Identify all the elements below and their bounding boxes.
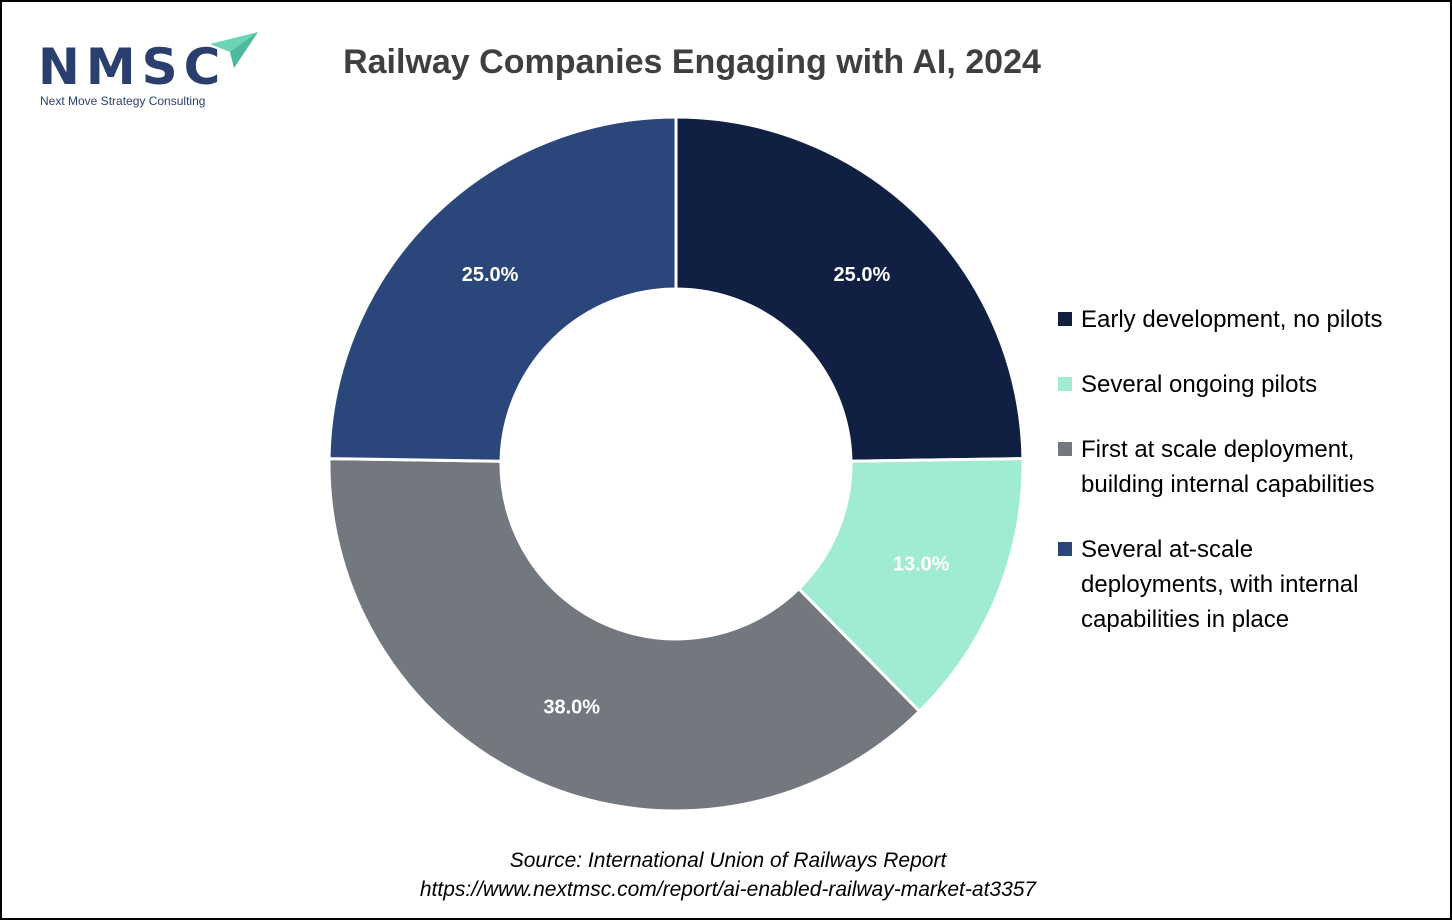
- slice-data-label-2: 13.0%: [893, 553, 950, 575]
- slice-data-label-4: 25.0%: [462, 264, 519, 286]
- legend-label: First at scale deployment, building inter…: [1081, 436, 1375, 498]
- donut-slice-1: [674, 115, 1025, 463]
- logo-tagline: Next Move Strategy Consulting: [40, 94, 206, 108]
- legend-swatch: [1058, 377, 1072, 391]
- legend-label: Early development, no pilots: [1081, 306, 1383, 333]
- legend-item-4: Several at-scale deployments, with intern…: [1058, 532, 1442, 637]
- source-citation: Source: International Union of Railways …: [509, 849, 947, 872]
- legend-swatch: [1058, 312, 1072, 326]
- donut-slice-2: [796, 457, 1025, 714]
- logo-wordmark: NMSC: [38, 38, 227, 96]
- chart-legend: Early development, no pilots Several ongo…: [1058, 302, 1442, 667]
- slice-data-label-3: 38.0%: [543, 697, 600, 719]
- legend-item-3: First at scale deployment, building inter…: [1058, 432, 1442, 502]
- donut-slice-4: [327, 115, 678, 463]
- legend-swatch: [1058, 542, 1072, 556]
- legend-item-1: Early development, no pilots: [1058, 302, 1442, 337]
- source-note: Source: International Union of Railways …: [228, 846, 1228, 904]
- donut-slice-3: [327, 457, 922, 813]
- paper-plane-icon: [210, 32, 258, 68]
- legend-swatch: [1058, 442, 1072, 456]
- chart-title: Railway Companies Engaging with AI, 2024: [343, 43, 1041, 81]
- legend-item-2: Several ongoing pilots: [1058, 367, 1442, 402]
- nmsc-logo: NMSC Next Move Strategy Consulting: [38, 30, 258, 110]
- legend-label: Several at-scale deployments, with intern…: [1081, 536, 1359, 633]
- slice-data-label-1: 25.0%: [834, 264, 891, 286]
- legend-label: Several ongoing pilots: [1081, 371, 1318, 398]
- source-url: https://www.nextmsc.com/report/ai-enable…: [419, 878, 1037, 901]
